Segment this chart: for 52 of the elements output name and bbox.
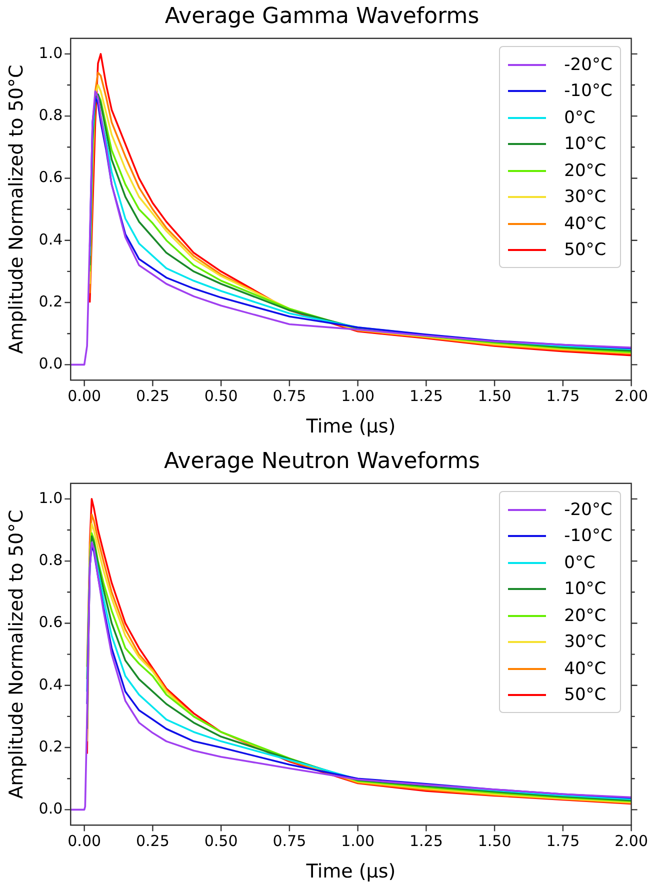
legend-label: 0°C bbox=[564, 552, 596, 573]
y-axis-title: Amplitude Normalized to 50°C bbox=[5, 510, 28, 799]
legend-label: 0°C bbox=[564, 108, 596, 128]
chart-title: Average Gamma Waveforms bbox=[164, 4, 480, 29]
legend-label: 10°C bbox=[564, 579, 606, 600]
legend-label: -10°C bbox=[564, 526, 612, 546]
legend-label: 20°C bbox=[564, 160, 606, 181]
legend-label: 40°C bbox=[564, 214, 606, 234]
y-tick-label: 0.2 bbox=[38, 292, 63, 310]
x-tick-label: 2.00 bbox=[614, 832, 648, 850]
x-tick-label: 1.25 bbox=[409, 832, 443, 850]
legend-label: 50°C bbox=[564, 685, 606, 706]
x-tick-label: 0.50 bbox=[204, 832, 238, 850]
x-tick-label: 0.00 bbox=[68, 832, 102, 850]
legend-label: -20°C bbox=[564, 54, 612, 75]
y-tick-label: 0.8 bbox=[38, 106, 63, 124]
x-axis-title: Time (µs) bbox=[305, 416, 396, 438]
x-tick-label: 0.50 bbox=[204, 387, 238, 406]
chart-title: Average Neutron Waveforms bbox=[164, 448, 480, 474]
x-tick-label: 0.25 bbox=[136, 387, 170, 406]
legend-label: 30°C bbox=[564, 187, 606, 208]
y-tick-label: 0.6 bbox=[38, 168, 63, 186]
x-tick-label: 0.00 bbox=[68, 387, 102, 406]
y-tick-label: 0.0 bbox=[38, 800, 63, 818]
x-tick-label: 1.00 bbox=[341, 387, 375, 406]
x-tick-label: 1.75 bbox=[546, 387, 580, 406]
legend-label: 30°C bbox=[564, 632, 606, 652]
y-tick-label: 0.0 bbox=[38, 354, 63, 373]
y-tick-label: 0.2 bbox=[38, 737, 63, 756]
legend-label: 40°C bbox=[564, 658, 606, 679]
x-tick-label: 1.25 bbox=[409, 387, 443, 406]
y-tick-label: 0.4 bbox=[38, 230, 63, 248]
x-tick-label: 1.75 bbox=[546, 832, 580, 850]
y-tick-label: 0.6 bbox=[38, 613, 63, 632]
legend-label: 50°C bbox=[564, 240, 606, 260]
legend-label: 20°C bbox=[564, 606, 606, 626]
y-axis-title: Amplitude Normalized to 50°C bbox=[5, 64, 28, 354]
x-tick-label: 0.75 bbox=[272, 832, 306, 850]
y-tick-label: 1.0 bbox=[38, 44, 63, 62]
x-tick-label: 1.00 bbox=[341, 832, 375, 850]
x-tick-label: 1.50 bbox=[478, 832, 512, 850]
x-tick-label: 1.50 bbox=[478, 387, 512, 406]
legend-label: -10°C bbox=[564, 81, 612, 102]
y-tick-label: 0.4 bbox=[38, 675, 63, 694]
x-tick-label: 0.75 bbox=[272, 387, 306, 406]
x-tick-label: 0.25 bbox=[136, 832, 170, 850]
legend-label: -20°C bbox=[564, 500, 612, 520]
x-axis-title: Time (µs) bbox=[305, 860, 396, 883]
y-tick-label: 0.8 bbox=[38, 550, 63, 569]
y-tick-label: 1.0 bbox=[38, 488, 63, 507]
legend-label: 10°C bbox=[564, 134, 606, 154]
x-tick-label: 2.00 bbox=[614, 387, 648, 406]
